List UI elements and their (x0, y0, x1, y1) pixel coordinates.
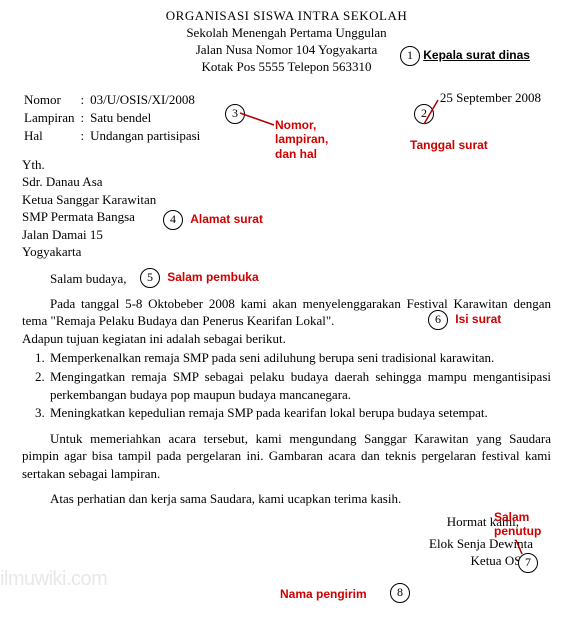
contact-line: Kotak Pos 5555 Telepon 563310 (22, 59, 551, 76)
anno-8-circle: 8 (390, 583, 410, 603)
nomor-label: Nomor (24, 92, 79, 108)
meta-row: Nomor : 03/U/OSIS/XI/2008 Lampiran : Sat… (22, 90, 551, 146)
date: 25 September 2008 (440, 90, 551, 146)
lampiran-label: Lampiran (24, 110, 79, 126)
addr-name: Sdr. Danau Asa (22, 173, 551, 191)
purpose-item: Mengingatkan remaja SMP sebagai pelaku b… (48, 368, 551, 403)
lampiran-value: Satu bendel (90, 110, 204, 126)
addr-school: SMP Permata Bangsa (22, 208, 551, 226)
signature-block: Elok Senja Dewinta Ketua OSIS (22, 536, 551, 570)
nomor-value: 03/U/OSIS/XI/2008 (90, 92, 204, 108)
anno-8: Nama pengirim (280, 586, 367, 602)
body-p3: Atas perhatian dan kerja sama Saudara, k… (22, 490, 551, 508)
meta-left: Nomor : 03/U/OSIS/XI/2008 Lampiran : Sat… (22, 90, 206, 146)
address-line: Jalan Nusa Nomor 104 Yogyakarta (22, 42, 551, 59)
hal-label: Hal (24, 128, 79, 144)
body-p1: Pada tanggal 5-8 Oktobeber 2008 kami aka… (22, 295, 551, 330)
addr-title: Ketua Sanggar Karawitan (22, 191, 551, 209)
recipient-address: Yth. Sdr. Danau Asa Ketua Sanggar Karawi… (22, 156, 551, 261)
purpose-item: Memperkenalkan remaja SMP pada seni adil… (48, 349, 551, 367)
school-name: Sekolah Menengah Pertama Unggulan (22, 25, 551, 42)
addr-street: Jalan Damai 15 (22, 226, 551, 244)
purpose-item: Meningkatkan kepedulian remaja SMP pada … (48, 404, 551, 422)
body-p2: Untuk memeriahkan acara tersebut, kami m… (22, 430, 551, 483)
body-p1b: Adapun tujuan kegiatan ini adalah sebaga… (22, 330, 551, 348)
sender-title: Ketua OSIS (22, 553, 533, 570)
org-name: ORGANISASI SISWA INTRA SEKOLAH (22, 8, 551, 25)
addr-city: Yogyakarta (22, 243, 551, 261)
circle-8: 8 (390, 583, 410, 603)
hal-value: Undangan partisipasi (90, 128, 204, 144)
letterhead: ORGANISASI SISWA INTRA SEKOLAH Sekolah M… (22, 8, 551, 76)
letter-page: ORGANISASI SISWA INTRA SEKOLAH Sekolah M… (0, 0, 573, 580)
addr-yth: Yth. (22, 156, 551, 174)
sender-name: Elok Senja Dewinta (22, 536, 533, 553)
closing-salutation: Hormat kami, (22, 514, 551, 530)
opening-salutation: Salam budaya, (22, 271, 551, 287)
purpose-list: Memperkenalkan remaja SMP pada seni adil… (22, 349, 551, 421)
anno-8-label: Nama pengirim (280, 587, 367, 601)
